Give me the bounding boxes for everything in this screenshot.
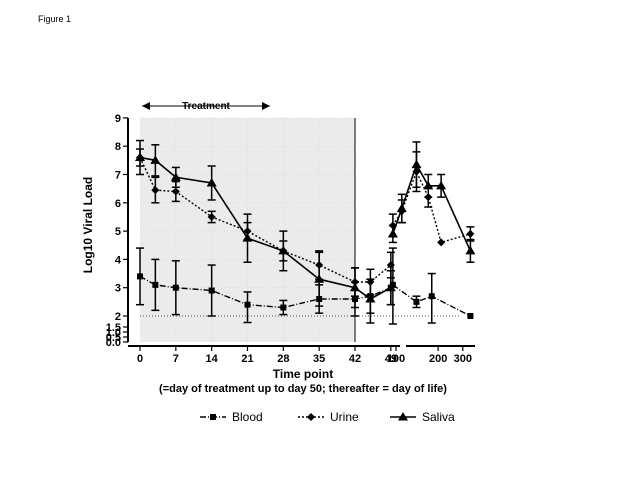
x-tick-label: 42 (349, 353, 361, 365)
data-point-blood (137, 273, 143, 280)
legend-marker-saliva (398, 412, 408, 421)
data-point-saliva (387, 228, 398, 238)
data-point-blood (413, 298, 420, 305)
x-tick-label: 300 (454, 353, 472, 365)
data-point-blood (280, 304, 287, 311)
series-line-saliva (139, 156, 392, 300)
x-tick-label: 28 (277, 353, 289, 365)
y-tick-label: 1.5 (106, 322, 121, 334)
y-tick-label: 0.0 (106, 337, 121, 349)
legend: Blood Urine Saliva (200, 410, 455, 424)
data-point-saliva (314, 274, 325, 283)
data-point-urine (466, 229, 475, 238)
data-point-urine (171, 187, 180, 196)
data-point-blood (244, 301, 251, 308)
data-point-saliva (170, 172, 181, 181)
data-point-blood (389, 281, 396, 288)
x-tick-label: 14 (206, 353, 219, 365)
y-tick-label: 0.5 (106, 332, 121, 344)
data-point-saliva (278, 245, 289, 255)
series-line-blood (392, 284, 471, 317)
legend-label-blood: Blood (232, 410, 263, 424)
data-point-urine (437, 238, 446, 247)
y-tick-label: 3 (115, 283, 121, 295)
y-tick-label: 4 (115, 254, 122, 266)
data-point-saliva (242, 233, 253, 242)
x-axis-title: Time point (273, 367, 333, 381)
series-saliva (135, 139, 476, 324)
x-tick-label: 49 (385, 353, 397, 365)
treatment-annotation: Treatment (142, 101, 270, 112)
y-tick-label: 9 (115, 113, 121, 125)
data-point-urine (151, 186, 160, 195)
y-axis-title: Log10 Viral Load (81, 177, 95, 273)
x-tick-label: 0 (137, 353, 143, 365)
y-tick-label: 7 (115, 170, 121, 182)
data-point-saliva (385, 282, 396, 292)
figure-label: Figure 1 (38, 14, 72, 24)
data-point-blood (428, 293, 435, 300)
data-point-saliva (396, 203, 407, 212)
data-series (135, 139, 476, 325)
series-line-saliva (392, 162, 472, 252)
series-line-urine (139, 157, 392, 283)
legend-marker-blood (210, 414, 216, 420)
data-point-blood (172, 284, 179, 291)
data-point-saliva (135, 152, 145, 162)
x-tick-label: 100 (387, 353, 405, 365)
legend-marker-urine (307, 413, 315, 421)
y-tick-label: 6 (115, 198, 121, 210)
y-tick-label: 8 (115, 141, 121, 153)
data-point-saliva (411, 159, 422, 169)
treatment-label: Treatment (182, 101, 230, 112)
data-point-saliva (423, 180, 434, 190)
data-point-urine (386, 261, 395, 270)
data-point-saliva (436, 180, 447, 190)
y-tick-label: 2 (115, 311, 121, 323)
data-point-blood (208, 287, 215, 294)
x-tick-label: 35 (313, 353, 325, 365)
series-line-blood (139, 275, 392, 309)
data-point-urine (207, 212, 216, 221)
data-point-blood (152, 281, 159, 288)
data-point-saliva (350, 282, 360, 292)
x-tick-label: 200 (429, 353, 447, 365)
data-point-saliva (150, 155, 161, 164)
x-tick-label: 7 (173, 353, 179, 365)
legend-label-urine: Urine (330, 410, 359, 424)
data-point-blood (467, 313, 474, 319)
x-tick-label: 21 (241, 353, 253, 365)
x-axis-subtitle: (=day of treatment up to day 50; thereaf… (159, 383, 447, 395)
data-point-saliva (465, 245, 476, 255)
data-point-saliva (206, 177, 217, 187)
data-point-saliva (365, 294, 376, 303)
y-tick-label: 5 (115, 226, 121, 238)
y-tick-label: 1.0 (106, 327, 121, 339)
legend-label-saliva: Saliva (422, 410, 455, 424)
